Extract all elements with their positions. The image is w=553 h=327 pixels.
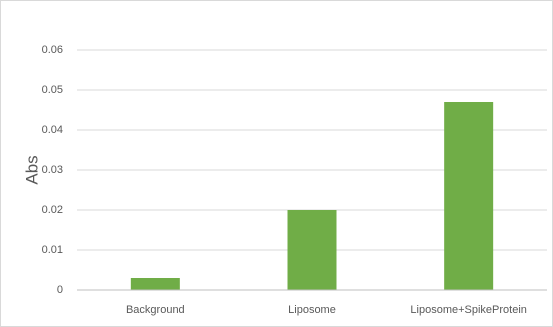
y-tick-label: 0.04 — [42, 124, 63, 136]
x-tick-label: Liposome — [288, 304, 336, 316]
x-tick-label: Liposome+SpikeProtein — [410, 304, 527, 316]
y-axis-title: Abs — [22, 155, 41, 184]
y-tick-labels: 0 0.01 0.02 0.03 0.04 0.05 0.06 — [42, 44, 63, 296]
bar-liposome-spikeprotein — [444, 102, 494, 290]
x-tick-label: Background — [126, 304, 185, 316]
bar-background — [130, 278, 180, 290]
y-tick-label: 0.02 — [42, 204, 63, 216]
y-tick-label: 0.05 — [42, 84, 63, 96]
y-tick-label: 0.01 — [42, 244, 63, 256]
bars — [130, 102, 494, 290]
y-tick-label: 0 — [57, 284, 63, 296]
y-tick-label: 0.06 — [42, 44, 63, 56]
y-tick-label: 0.03 — [42, 164, 63, 176]
x-tick-labels: Background Liposome Liposome+SpikeProtein — [126, 304, 527, 316]
bar-liposome — [287, 210, 337, 290]
